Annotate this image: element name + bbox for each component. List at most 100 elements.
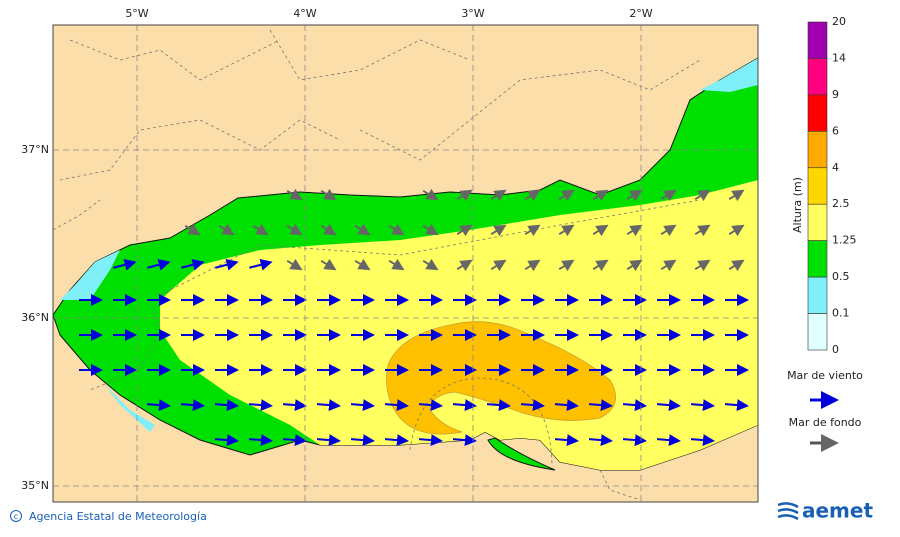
wave-arrow	[146, 399, 171, 412]
wave-arrow	[558, 259, 575, 272]
colorbar-label: 20	[832, 15, 846, 28]
wave-arrow	[350, 399, 375, 412]
wave-arrow	[524, 224, 541, 237]
wave-arrow	[350, 434, 375, 447]
wave-arrow	[490, 259, 507, 272]
sea-green	[487, 437, 556, 471]
wave-arrow	[286, 223, 303, 236]
colorbar-segment	[807, 21, 828, 59]
map-frame	[52, 24, 759, 503]
copyright-icon: c	[14, 512, 18, 521]
wave-arrow	[354, 223, 371, 236]
colorbar-label: 14	[832, 51, 846, 64]
wave-arrow	[554, 399, 579, 412]
wave-arrow	[728, 259, 745, 272]
wave-arrow	[656, 399, 681, 412]
wave-arrow	[181, 258, 205, 271]
colorbar-label: 0	[832, 343, 839, 356]
wave-arrow	[660, 259, 677, 272]
colorbar: 20 14 9 6 4 2.5 1.25 0.5 0.1 0	[807, 15, 857, 356]
wave-arrow	[418, 434, 443, 447]
sea-cyan	[700, 58, 758, 92]
map	[53, 25, 758, 502]
wave-arrow	[422, 223, 439, 236]
wave-arrow	[316, 399, 341, 412]
wave-arrow	[282, 399, 307, 412]
colorbar-label: 2.5	[832, 197, 850, 210]
colorbar-segment	[807, 203, 828, 241]
wave-arrow	[388, 258, 405, 271]
logo-text: aemet	[802, 499, 873, 523]
wave-arrow	[626, 259, 643, 272]
colorbar-label: 6	[832, 124, 839, 137]
wave-arrow	[248, 399, 273, 412]
wave-arrow	[354, 258, 371, 271]
legend-label: Mar de fondo	[789, 416, 862, 429]
wave-arrow	[524, 259, 541, 272]
wave-arrow	[384, 434, 409, 447]
wave-arrow	[486, 399, 511, 412]
wave-arrow	[184, 223, 201, 236]
wave-arrow	[558, 189, 575, 202]
wave-arrow	[592, 259, 609, 272]
wave-arrow	[249, 258, 273, 271]
wave-arrow	[656, 434, 681, 447]
wave-arrow	[320, 188, 337, 201]
wave-arrow	[490, 189, 507, 202]
wave-arrow	[690, 434, 715, 447]
wave-arrow	[694, 224, 711, 237]
wave-arrow	[660, 189, 677, 202]
wave-arrow	[558, 224, 575, 237]
lon-label: 5°W	[125, 7, 148, 20]
wave-arrow	[252, 223, 269, 236]
wave-arrow	[588, 399, 613, 412]
wave-arrow	[456, 259, 473, 272]
sea-cyan	[105, 385, 155, 432]
graticule	[53, 25, 758, 502]
colorbar-label: 0.1	[832, 307, 850, 320]
wave-arrow	[422, 258, 439, 271]
colorbar-label: 9	[832, 88, 839, 101]
colorbar-segment	[807, 276, 828, 314]
wave-arrow	[218, 223, 235, 236]
sea-orange	[386, 321, 617, 435]
wave-arrow	[388, 223, 405, 236]
lat-label: 37°N	[21, 143, 49, 156]
wave-arrow	[592, 189, 609, 202]
wave-arrow	[418, 399, 443, 412]
wave-arrow	[113, 258, 137, 271]
colorbar-label: 1.25	[832, 234, 857, 247]
wave-arrow	[452, 434, 477, 447]
colorbar-segment	[807, 94, 828, 132]
sea-cyan	[60, 250, 120, 300]
wave-arrow	[316, 434, 341, 447]
lat-label: 36°N	[21, 311, 49, 324]
borders	[53, 29, 701, 501]
wave-arrow	[320, 258, 337, 271]
wave-arrow	[248, 434, 273, 447]
colorbar-segment	[807, 58, 828, 96]
logo: aemet	[777, 499, 873, 523]
wave-arrow	[456, 189, 473, 202]
wave-arrow	[452, 399, 477, 412]
wave-arrow	[588, 434, 613, 447]
wave-arrow	[490, 224, 507, 237]
wave-arrow	[694, 259, 711, 272]
wave-arrow	[524, 189, 541, 202]
copyright-icon	[10, 510, 22, 522]
colorbar-segment	[807, 131, 828, 169]
lon-label: 2°W	[629, 7, 652, 20]
credit: Agencia Estatal de Meteorología	[29, 510, 207, 523]
wave-arrow	[728, 189, 745, 202]
legend-label: Mar de viento	[787, 369, 863, 382]
colorbar-title: Altura (m)	[791, 177, 804, 233]
wave-arrow	[660, 224, 677, 237]
wave-arrow	[214, 399, 239, 412]
wave-arrow	[214, 434, 239, 447]
wave-arrow	[384, 399, 409, 412]
colorbar-label: 0.5	[832, 270, 850, 283]
wave-arrow	[286, 188, 303, 201]
lon-label: 4°W	[293, 7, 316, 20]
